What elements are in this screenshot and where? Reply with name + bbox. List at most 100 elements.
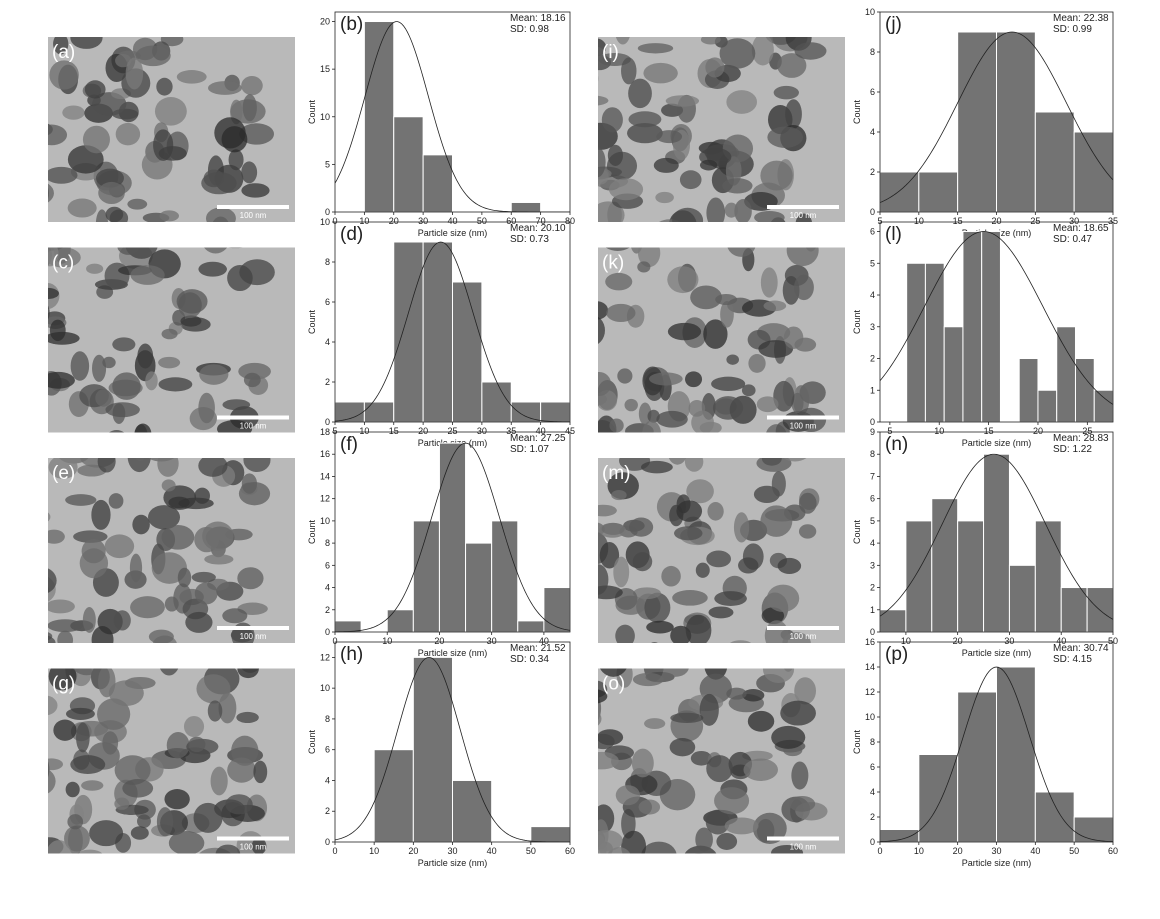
particle	[176, 70, 207, 84]
particle	[716, 832, 738, 850]
particle	[617, 368, 633, 384]
particle	[751, 37, 774, 66]
particle	[114, 797, 130, 810]
particle	[644, 592, 671, 623]
y-tick-label: 4	[325, 775, 330, 785]
bar	[422, 154, 453, 213]
particle	[225, 794, 253, 815]
particle	[48, 124, 68, 146]
particle	[228, 247, 243, 249]
y-tick-label: 10	[865, 712, 875, 722]
particle	[714, 787, 750, 815]
particle	[129, 553, 143, 583]
y-tick-label: 0	[325, 627, 330, 637]
particle	[756, 458, 792, 472]
particle	[113, 610, 131, 631]
particle	[180, 315, 202, 327]
annotation: SD: 0.98	[510, 24, 549, 35]
bar	[386, 609, 414, 633]
y-axis-label: Count	[852, 310, 862, 335]
particle	[609, 418, 624, 433]
particle	[242, 94, 257, 122]
x-axis-label: Particle size (nm)	[962, 858, 1032, 868]
particle	[14, 505, 27, 533]
particle	[89, 820, 124, 847]
y-tick-label: 2	[325, 605, 330, 615]
plot-frame	[334, 431, 571, 633]
particle	[158, 23, 186, 35]
particle	[669, 737, 696, 757]
tem-image	[48, 668, 295, 854]
y-tick-label: 6	[325, 745, 330, 755]
particle	[81, 780, 104, 791]
panel-label: (f)	[340, 434, 358, 455]
particle	[163, 485, 197, 510]
annotation: SD: 4.15	[1053, 654, 1092, 665]
x-tick-label: 45	[565, 426, 575, 436]
particle	[194, 582, 218, 605]
particle	[127, 458, 151, 473]
histogram: 0 10 20 30 40 0 2 4 6 8 10 12 14 16 18 Particle size (n…	[307, 427, 571, 658]
particle	[130, 826, 149, 840]
particle	[82, 607, 96, 633]
particle	[685, 614, 712, 643]
y-tick-label: 7	[870, 471, 875, 481]
particle	[97, 458, 116, 473]
fit-curve	[335, 241, 570, 422]
particle	[24, 414, 41, 438]
x-tick-label: 10	[359, 216, 369, 226]
particle	[95, 209, 108, 222]
particle	[605, 247, 630, 251]
particle	[598, 829, 623, 852]
x-tick-label: 40	[447, 216, 457, 226]
x-tick-label: 40	[1030, 846, 1040, 856]
particle	[216, 420, 253, 433]
image-label: (k)	[602, 253, 624, 274]
particle	[3, 549, 16, 565]
particle	[766, 584, 800, 613]
fit-curve	[335, 656, 570, 842]
plot-frame	[879, 221, 1114, 423]
particle	[760, 160, 793, 191]
x-tick-label: 0	[332, 636, 337, 646]
particle	[653, 157, 679, 173]
y-tick-label: 2	[870, 812, 875, 822]
particle	[544, 354, 560, 377]
particle	[158, 377, 193, 392]
y-tick-label: 6	[325, 560, 330, 570]
particle	[695, 827, 713, 852]
x-tick-label: 70	[536, 216, 546, 226]
y-tick-label: 0	[870, 207, 875, 217]
particle	[627, 122, 663, 144]
particle	[48, 761, 50, 778]
x-tick-label: 20	[408, 846, 418, 856]
x-tick-label: 40	[487, 846, 497, 856]
particle	[643, 62, 678, 84]
x-tick-label: 35	[506, 426, 516, 436]
particle	[112, 372, 141, 400]
particle	[632, 672, 664, 687]
particle	[607, 144, 624, 166]
particle	[48, 769, 56, 794]
annotation: SD: 0.99	[1053, 24, 1092, 35]
particle	[0, 430, 5, 440]
scale-bar-label: 100 nm	[240, 843, 267, 852]
particle	[73, 668, 101, 676]
annotation: Mean: 20.10	[510, 223, 566, 234]
x-tick-label: 5	[332, 426, 337, 436]
particle	[48, 568, 57, 593]
particle	[644, 718, 666, 729]
particle	[724, 202, 739, 218]
histogram: 10 20 30 40 50 0 1 2 3 4 5 6 7 8 9 Particle size (nm) Co…	[852, 427, 1118, 658]
x-tick-label: 20	[418, 426, 428, 436]
annotation: SD: 0.47	[1053, 234, 1092, 245]
x-tick-label: 0	[877, 846, 882, 856]
particle	[0, 564, 27, 583]
particle	[161, 479, 176, 492]
particle	[743, 758, 778, 781]
panel-label: (j)	[885, 14, 902, 35]
particle	[177, 567, 192, 588]
x-tick-label: 30	[1004, 636, 1014, 646]
fit-curve	[880, 31, 1113, 203]
particle	[632, 552, 653, 572]
